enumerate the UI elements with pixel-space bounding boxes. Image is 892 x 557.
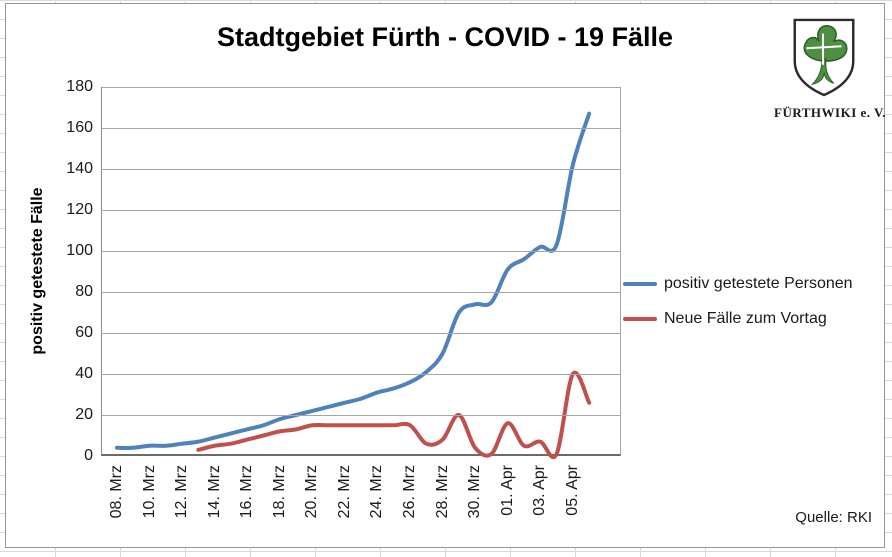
- x-tick-label: 01. Apr: [498, 465, 516, 516]
- y-tick-label: 100: [66, 242, 93, 259]
- chart-legend: positiv getestete Personen Neue Fälle zum…: [623, 275, 853, 345]
- y-tick-label: 40: [75, 365, 93, 382]
- y-tick-label: 20: [75, 406, 93, 423]
- x-tick-label: 16. Mrz: [238, 465, 256, 519]
- series-line-neue-f-lle-zum-vortag: [196, 370, 592, 459]
- y-tick-label: 140: [66, 160, 93, 177]
- gridline: [102, 292, 620, 293]
- gridline: [102, 251, 620, 252]
- x-tick-label: 30. Mrz: [466, 465, 484, 519]
- series-canvas: [115, 111, 592, 459]
- fuerthwiki-logo: FÜRTHWIKI e. V.: [774, 16, 887, 121]
- gridline: [102, 415, 620, 416]
- gridline: [102, 87, 620, 88]
- chart-object[interactable]: Stadtgebiet Fürth - COVID - 19 Fälle FÜR…: [5, 3, 887, 548]
- chart-title: Stadtgebiet Fürth - COVID - 19 Fälle: [216, 22, 674, 52]
- x-tick-label: 22. Mrz: [335, 465, 353, 519]
- x-tick-label: 08. Mrz: [108, 465, 125, 519]
- legend-swatch-icon: [623, 317, 657, 321]
- legend-item: positiv getestete Personen: [623, 275, 853, 293]
- x-tick-label: 05. Apr: [563, 465, 581, 516]
- y-tick-label: 80: [75, 283, 93, 300]
- x-tick-label: 12. Mrz: [173, 465, 191, 519]
- logo-caption: FÜRTHWIKI e. V.: [774, 105, 887, 120]
- gridline: [102, 374, 620, 375]
- legend-item: Neue Fälle zum Vortag: [623, 310, 853, 328]
- gridline: [102, 333, 620, 334]
- legend-label: positiv getestete Personen: [664, 275, 853, 292]
- y-tick-label: 120: [66, 201, 93, 218]
- y-tick-label: 180: [66, 78, 93, 95]
- legend-label: Neue Fälle zum Vortag: [664, 310, 827, 327]
- plot-area: [101, 87, 621, 459]
- x-tick-label: 28. Mrz: [433, 465, 451, 519]
- clover-icon: [803, 25, 848, 86]
- gridline: [102, 128, 620, 129]
- x-tick-label: 18. Mrz: [270, 465, 288, 519]
- source-note: Quelle: RKI: [795, 509, 872, 526]
- gridline: [102, 169, 620, 170]
- series-line-positiv-getestete-personen: [115, 111, 592, 450]
- x-tick-label: 03. Apr: [531, 465, 549, 516]
- x-tick-label: 26. Mrz: [401, 465, 419, 519]
- fuerth-coat-of-arms-icon: [793, 18, 855, 97]
- y-tick-label: 60: [75, 324, 93, 341]
- legend-swatch-icon: [623, 282, 657, 286]
- gridline: [102, 210, 620, 211]
- x-tick-label: 14. Mrz: [205, 465, 223, 519]
- y-tick-label: 160: [66, 119, 93, 136]
- x-tick-label: 20. Mrz: [303, 465, 321, 519]
- y-tick-label: 0: [84, 447, 93, 464]
- x-tick-label: 10. Mrz: [140, 465, 158, 519]
- x-tick-label: 24. Mrz: [368, 465, 386, 519]
